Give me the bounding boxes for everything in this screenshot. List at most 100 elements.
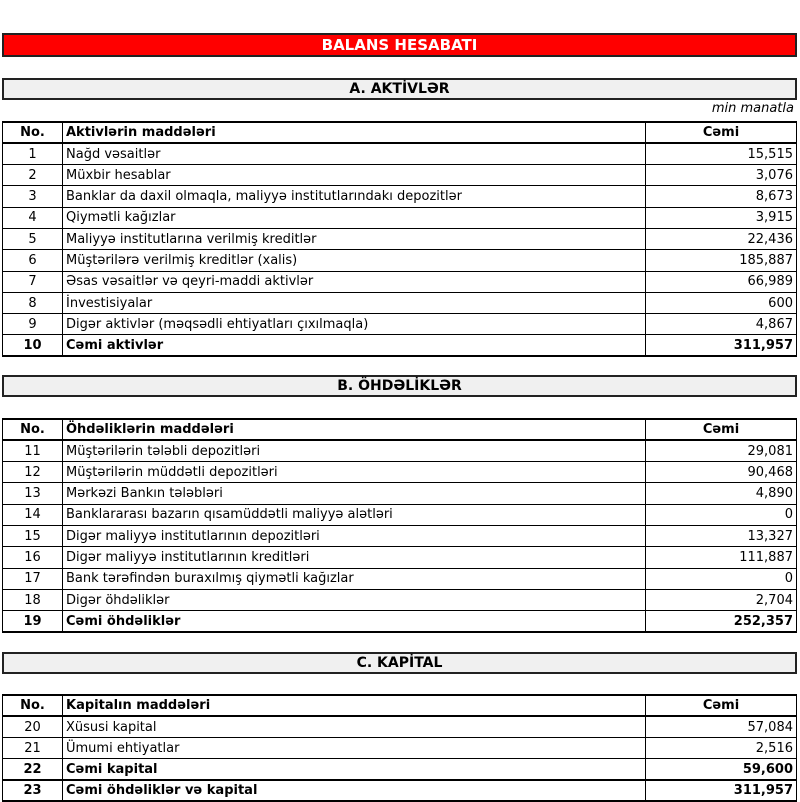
row-no: 6	[2, 249, 63, 272]
header-item: Öhdəliklərin maddələri	[62, 417, 646, 442]
row-value: 66,989	[645, 270, 797, 293]
row-no: 16	[2, 546, 63, 569]
row-no: 4	[2, 206, 63, 229]
total-row: 19 Cəmi öhdəliklər 252,357	[2, 610, 797, 633]
row-item: Əsas vəsaitlər və qeyri-maddi aktivlər	[62, 270, 646, 293]
row-item: Cəmi öhdəliklər	[62, 610, 646, 633]
row-no: 11	[2, 439, 63, 463]
row-value: 15,515	[645, 142, 797, 166]
row-value: 311,957	[645, 779, 797, 802]
row-item: Mərkəzi Bankın tələbləri	[62, 482, 646, 505]
row-no: 5	[2, 227, 63, 251]
section-header: A. AKTİVLƏR	[2, 78, 797, 100]
total-row: 22 Cəmi kapital 59,600	[2, 758, 797, 782]
row-no: 12	[2, 461, 63, 484]
section-table: No. Aktivlərin maddələri Cəmi 1 Nağd vəsaitl…	[2, 120, 797, 358]
section-header: B. ÖHDƏLİKLƏR	[2, 375, 797, 397]
total-row: 23 Cəmi öhdəliklər və kapital 311,957	[2, 779, 797, 802]
row-value: 22,436	[645, 227, 797, 251]
row-no: 15	[2, 524, 63, 548]
header-no: No.	[2, 693, 63, 718]
table-row: 7 Əsas vəsaitlər və qeyri-maddi aktivlər 6…	[2, 270, 797, 293]
table-row: 13 Mərkəzi Bankın tələbləri 4,890	[2, 482, 797, 505]
table-row: 6 Müştərilərə verilmiş kreditlər (xalis) 1…	[2, 249, 797, 272]
row-item: Cəmi aktivlər	[62, 334, 646, 358]
header-value: Cəmi	[645, 120, 797, 145]
table-row: 21 Ümumi ehtiyatlar 2,516	[2, 737, 797, 760]
row-no: 14	[2, 503, 63, 526]
row-item: Digər öhdəliklər	[62, 588, 646, 612]
table-header: No. Kapitalın maddələri Cəmi	[2, 693, 797, 718]
row-no: 3	[2, 185, 63, 208]
row-no: 19	[2, 610, 63, 633]
row-value: 0	[645, 567, 797, 590]
section-table: No. Öhdəliklərin maddələri Cəmi 11 Müştərilə…	[2, 417, 797, 633]
row-item: Bank tərəfindən buraxılmış qiymətli kağı…	[62, 567, 646, 590]
section-table: No. Kapitalın maddələri Cəmi 20 Xüsusi kapit…	[2, 693, 797, 802]
table-header: No. Öhdəliklərin maddələri Cəmi	[2, 417, 797, 442]
row-no: 23	[2, 779, 63, 802]
row-no: 8	[2, 291, 63, 315]
header-no: No.	[2, 120, 63, 145]
row-item: Banklar da daxil olmaqla, maliyyə instit…	[62, 185, 646, 208]
row-value: 13,327	[645, 524, 797, 548]
row-value: 2,516	[645, 737, 797, 760]
row-no: 17	[2, 567, 63, 590]
row-item: Digər aktivlər (məqsədli ehtiyatları çıx…	[62, 313, 646, 336]
header-value: Cəmi	[645, 417, 797, 442]
row-no: 18	[2, 588, 63, 612]
row-value: 3,915	[645, 206, 797, 229]
row-value: 311,957	[645, 334, 797, 358]
row-item: Cəmi kapital	[62, 758, 646, 782]
header-no: No.	[2, 417, 63, 442]
row-item: Digər maliyyə institutlarının kreditləri	[62, 546, 646, 569]
row-no: 10	[2, 334, 63, 358]
row-value: 29,081	[645, 439, 797, 463]
row-item: İnvestisiyalar	[62, 291, 646, 315]
row-item: Nağd vəsaitlər	[62, 142, 646, 166]
header-value: Cəmi	[645, 693, 797, 718]
header-item: Kapitalın maddələri	[62, 693, 646, 718]
row-no: 21	[2, 737, 63, 760]
row-item: Ümumi ehtiyatlar	[62, 737, 646, 760]
row-value: 8,673	[645, 185, 797, 208]
total-row: 10 Cəmi aktivlər 311,957	[2, 334, 797, 358]
row-value: 252,357	[645, 610, 797, 633]
table-header: No. Aktivlərin maddələri Cəmi	[2, 120, 797, 145]
row-no: 22	[2, 758, 63, 782]
table-row: 16 Digər maliyyə institutlarının kreditlə…	[2, 546, 797, 569]
row-value: 600	[645, 291, 797, 315]
row-value: 2,704	[645, 588, 797, 612]
row-no: 2	[2, 164, 63, 187]
table-row: 2 Müxbir hesablar 3,076	[2, 164, 797, 187]
row-item: Xüsusi kapital	[62, 715, 646, 739]
row-no: 20	[2, 715, 63, 739]
table-row: 4 Qiymətli kağızlar 3,915	[2, 206, 797, 229]
table-row: 17 Bank tərəfindən buraxılmış qiymətli ka…	[2, 567, 797, 590]
row-no: 9	[2, 313, 63, 336]
table-row: 15 Digər maliyyə institutlarının depozitl…	[2, 524, 797, 548]
row-item: Müxbir hesablar	[62, 164, 646, 187]
table-row: 20 Xüsusi kapital 57,084	[2, 715, 797, 739]
table-row: 3 Banklar da daxil olmaqla, maliyyə insti…	[2, 185, 797, 208]
row-value: 4,890	[645, 482, 797, 505]
row-value: 90,468	[645, 461, 797, 484]
row-value: 0	[645, 503, 797, 526]
table-row: 8 İnvestisiyalar 600	[2, 291, 797, 315]
row-value: 3,076	[645, 164, 797, 187]
row-no: 1	[2, 142, 63, 166]
header-item: Aktivlərin maddələri	[62, 120, 646, 145]
table-row: 5 Maliyyə institutlarına verilmiş kreditl…	[2, 227, 797, 251]
row-item: Müştərilərə verilmiş kreditlər (xalis)	[62, 249, 646, 272]
row-item: Maliyyə institutlarına verilmiş kreditlə…	[62, 227, 646, 251]
table-row: 1 Nağd vəsaitlər 15,515	[2, 142, 797, 166]
row-item: Digər maliyyə institutlarının depozitlər…	[62, 524, 646, 548]
row-item: Cəmi öhdəliklər və kapital	[62, 779, 646, 802]
row-item: Müştərilərin müddətli depozitləri	[62, 461, 646, 484]
row-no: 13	[2, 482, 63, 505]
unit-label: min manatla	[711, 101, 794, 116]
table-row: 9 Digər aktivlər (məqsədli ehtiyatları çı…	[2, 313, 797, 336]
row-item: Banklararası bazarın qısamüddətli maliyy…	[62, 503, 646, 526]
table-row: 11 Müştərilərin tələbli depozitləri 29,081	[2, 439, 797, 463]
section-header: C. KAPİTAL	[2, 652, 797, 674]
